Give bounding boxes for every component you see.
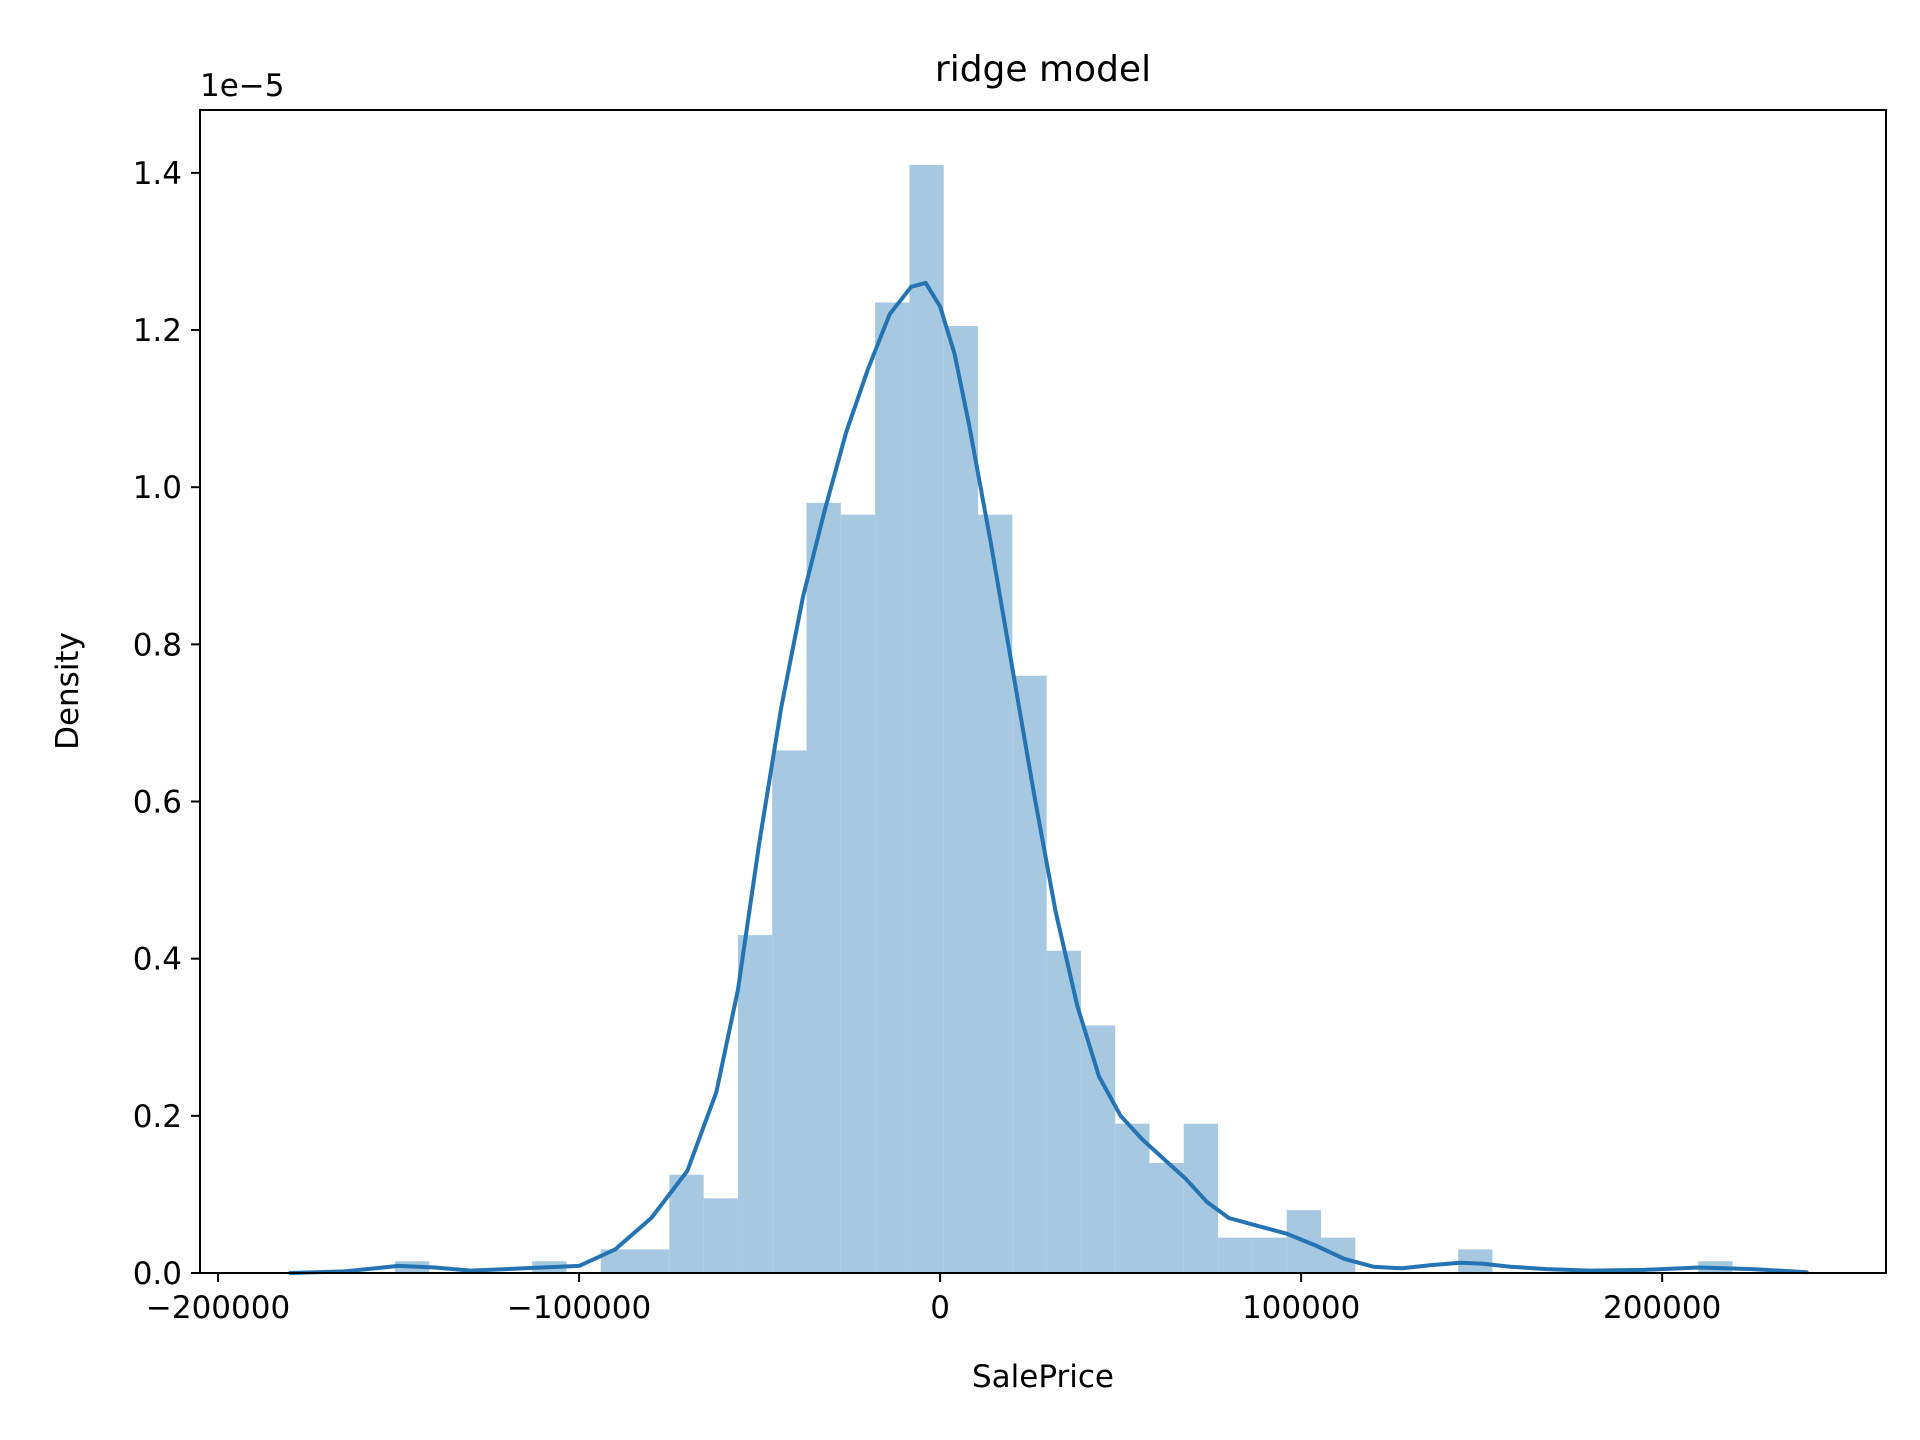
histogram-bar [943,326,979,1273]
histogram-bar [840,514,876,1273]
kde-line [288,280,1809,1275]
y-axis-label: Density [50,632,86,750]
histogram-bar [1115,1123,1150,1273]
x-axis-ticks: −200000 −100000 0 100000 200000 [146,1273,1721,1326]
histogram-bar [737,935,773,1273]
chart-title: ridge model [935,49,1151,90]
plot-area-frame [199,109,1887,1274]
histogram-bar [1218,1237,1253,1273]
histogram-bar [1252,1237,1287,1273]
histogram-bar [1149,1162,1184,1273]
histogram-bars [394,165,1733,1274]
x-axis-label: SalePrice [972,1359,1114,1395]
y-tick-label: 0.8 [133,627,182,663]
y-tick-label: 0.2 [133,1099,182,1135]
y-axis-offset-text: 1e−5 [200,68,285,104]
y-tick-label: 0.6 [133,785,182,821]
histogram-bar [909,165,944,1274]
y-tick-label: 1.2 [133,313,182,349]
y-tick-label: 0.0 [133,1256,182,1292]
histogram-bar [703,1198,738,1273]
histogram-bar [875,302,910,1273]
histogram-bar [1080,1025,1116,1273]
histogram-bar [772,750,807,1273]
histogram-bar [669,1174,704,1273]
histogram-bar [635,1249,670,1273]
y-tick-label: 1.4 [133,156,182,192]
histogram-bar [1458,1249,1493,1273]
x-tick-label: 0 [930,1290,950,1326]
x-tick-label: 100000 [1242,1290,1360,1326]
histogram-bar [600,1249,636,1273]
x-tick-label: −200000 [146,1290,290,1326]
x-tick-label: −100000 [507,1290,651,1326]
y-axis-ticks: 0.0 0.2 0.4 0.6 0.8 1.0 1.2 1.4 [133,156,200,1292]
kde-curve [288,280,1809,1275]
y-tick-label: 1.0 [133,470,182,506]
histogram-bar [806,502,841,1273]
y-tick-label: 0.4 [133,942,182,978]
x-tick-label: 200000 [1603,1290,1721,1326]
